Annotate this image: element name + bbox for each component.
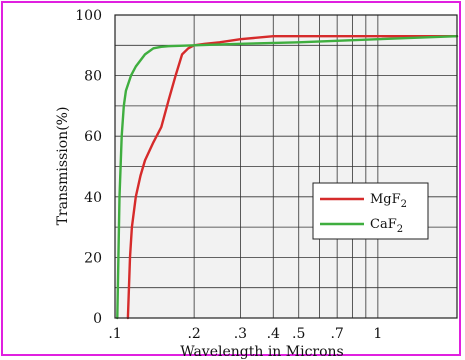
x-tick-label: .1 — [108, 326, 121, 342]
y-tick-label: 80 — [84, 69, 102, 85]
x-tick-label: .2 — [187, 326, 200, 342]
series-layer — [116, 35, 459, 320]
x-tick-label: .4 — [267, 326, 280, 342]
x-tick-label: 1 — [373, 326, 382, 342]
y-tick-label: 100 — [75, 8, 102, 24]
x-tick-label: .3 — [234, 326, 247, 342]
y-axis-label: Transmission(%) — [55, 107, 71, 226]
y-tick-label: 60 — [84, 129, 102, 145]
series-line-caf2 — [116, 35, 459, 320]
series-line-mgf2 — [126, 35, 459, 320]
y-tick-label: 20 — [84, 250, 102, 266]
x-tick-label: .7 — [330, 326, 343, 342]
y-tick-label: 40 — [84, 190, 102, 206]
plot-border — [114, 14, 458, 319]
legend-label-mgf2: MgF2 — [370, 192, 407, 210]
legend: MgF2 CaF2 — [312, 182, 429, 240]
y-tick-label: 0 — [93, 311, 102, 327]
x-axis-label: Wavelength in Microns — [180, 344, 343, 360]
x-tick-labels: .1 .2 .3 .4 .5 .7 1 — [108, 326, 382, 342]
legend-box — [312, 182, 429, 240]
y-tick-labels: 0 20 40 60 80 100 — [75, 8, 102, 327]
x-tick-label: .5 — [292, 326, 305, 342]
legend-label-caf2: CaF2 — [370, 217, 403, 235]
